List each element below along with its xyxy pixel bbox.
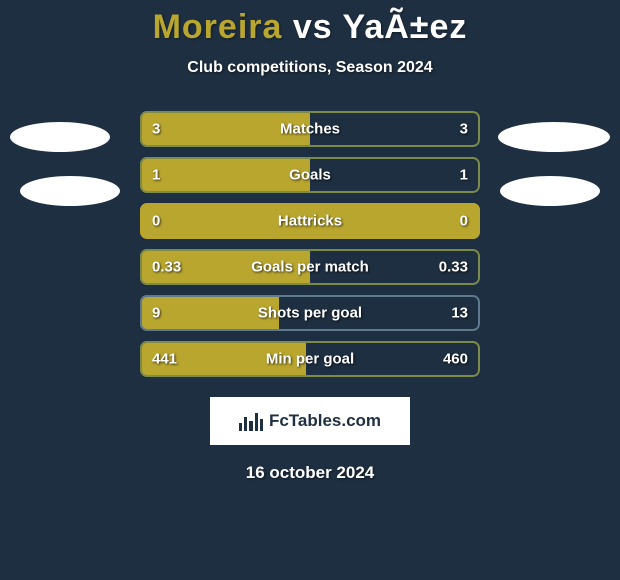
bar-track: 1 1 Goals (140, 157, 480, 193)
value-left: 441 (152, 351, 177, 368)
decorative-ellipse (20, 176, 120, 206)
bar-track: 0.33 0.33 Goals per match (140, 249, 480, 285)
metric-label: Goals (289, 167, 331, 184)
value-left: 9 (152, 305, 160, 322)
value-right: 0.33 (439, 259, 468, 276)
title-vs: vs (293, 8, 333, 46)
bar-track: 441 460 Min per goal (140, 341, 480, 377)
metric-row: 441 460 Min per goal (0, 341, 620, 377)
bar-fill-left (140, 157, 310, 193)
metric-label: Min per goal (266, 351, 354, 368)
metric-row: 9 13 Shots per goal (0, 295, 620, 331)
subtitle: Club competitions, Season 2024 (187, 59, 432, 77)
bar-track: 9 13 Shots per goal (140, 295, 480, 331)
decorative-ellipse (10, 122, 110, 152)
page-title: Moreira vs YaÃ±ez (153, 8, 468, 47)
value-right: 460 (443, 351, 468, 368)
metric-row: 0 0 Hattricks (0, 203, 620, 239)
value-right: 0 (460, 213, 468, 230)
value-left: 1 (152, 167, 160, 184)
logo-box: FcTables.com (210, 397, 410, 445)
metric-row: 0.33 0.33 Goals per match (0, 249, 620, 285)
footer-date: 16 october 2024 (246, 463, 375, 483)
value-left: 0.33 (152, 259, 181, 276)
metric-label: Hattricks (278, 213, 342, 230)
value-left: 0 (152, 213, 160, 230)
decorative-ellipse (498, 122, 610, 152)
title-player2: YaÃ±ez (343, 8, 468, 46)
value-right: 13 (451, 305, 468, 322)
logo-text: FcTables.com (269, 411, 381, 431)
bar-track: 0 0 Hattricks (140, 203, 480, 239)
comparison-rows: 3 3 Matches 1 1 Goals 0 0 Hattricks 0.33 0.33 Goals… (0, 111, 620, 377)
value-right: 1 (460, 167, 468, 184)
value-left: 3 (152, 121, 160, 138)
metric-label: Shots per goal (258, 305, 362, 322)
bar-chart-icon (239, 411, 263, 431)
metric-label: Goals per match (251, 259, 369, 276)
metric-label: Matches (280, 121, 340, 138)
title-player1: Moreira (153, 8, 283, 46)
value-right: 3 (460, 121, 468, 138)
decorative-ellipse (500, 176, 600, 206)
bar-track: 3 3 Matches (140, 111, 480, 147)
